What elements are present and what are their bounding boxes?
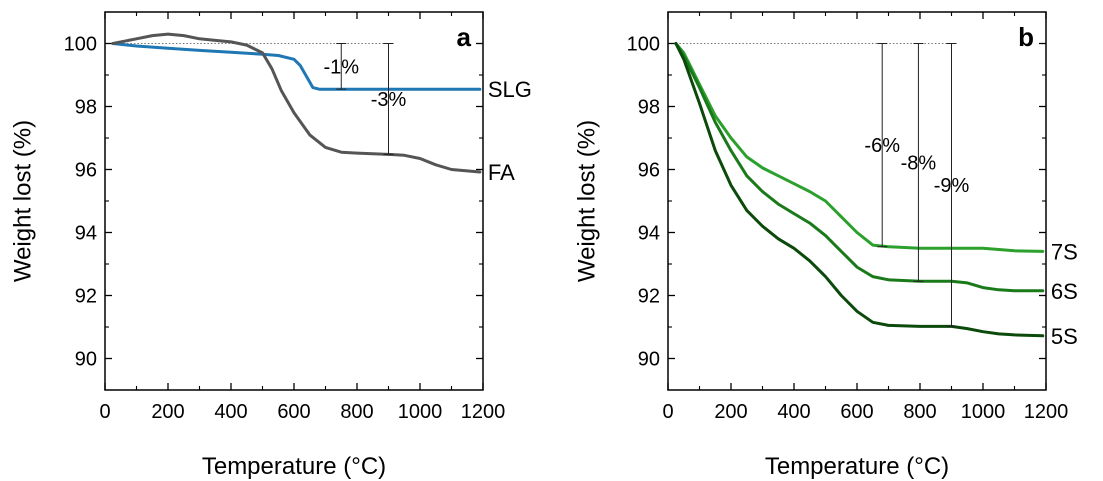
x-tick-label: 400 (214, 401, 247, 423)
y-tick-label: 90 (75, 349, 97, 371)
x-tick-label: 800 (340, 401, 373, 423)
annotation-label: -9% (934, 175, 970, 197)
x-tick-label: 0 (99, 401, 110, 423)
x-tick-label: 1000 (398, 401, 443, 423)
series-label-SLG: SLG (488, 77, 532, 102)
series-line-SLG (111, 42, 482, 91)
series-line-FA (111, 32, 482, 174)
series-label-FA: FA (488, 160, 515, 185)
series-line-6S (674, 42, 1045, 293)
y-axis-title: Weight lost (%) (9, 120, 36, 282)
series-line-7S (674, 42, 1045, 253)
y-tick-label: 92 (75, 286, 97, 308)
y-tick-label: 90 (638, 349, 660, 371)
plot-frame (104, 11, 484, 391)
x-tick-label: 600 (277, 401, 310, 423)
annotation-label: -3% (371, 89, 407, 111)
y-tick-label: 100 (64, 34, 97, 56)
x-tick-label: 1000 (961, 401, 1006, 423)
y-tick-label: 98 (75, 97, 97, 119)
y-tick-label: 96 (75, 160, 97, 182)
panel-label: a (457, 22, 472, 52)
x-tick-label: 0 (662, 401, 673, 423)
panel-label: b (1018, 22, 1034, 52)
series-label-7S: 7S (1051, 239, 1078, 264)
y-tick-label: 98 (638, 97, 660, 119)
x-tick-label: 200 (151, 401, 184, 423)
x-tick-label: 800 (903, 401, 936, 423)
y-tick-label: 94 (638, 223, 660, 245)
y-tick-label: 94 (75, 223, 97, 245)
x-axis-title: Temperature (°C) (202, 453, 386, 480)
annotation-label: -6% (864, 135, 900, 157)
chart-panel-b: 0 200 400 600 800 1000 1200 90 92 94 96 98 100 Temper… (573, 11, 1078, 480)
series-label-6S: 6S (1051, 279, 1078, 304)
y-tick-label: 100 (627, 34, 660, 56)
series-label-5S: 5S (1051, 324, 1078, 349)
x-axis-title: Temperature (°C) (765, 453, 949, 480)
y-tick-label: 92 (638, 286, 660, 308)
x-tick-label: 600 (840, 401, 873, 423)
y-tick-label: 96 (638, 160, 660, 182)
x-tick-label: 1200 (461, 401, 506, 423)
y-axis-title: Weight lost (%) (573, 120, 600, 282)
x-tick-label: 1200 (1024, 401, 1069, 423)
x-tick-label: 200 (714, 401, 747, 423)
chart-panel-a: 0 200 400 600 800 1000 1200 90 92 94 96 98 100 Temper… (9, 11, 532, 480)
series-line-5S (674, 42, 1045, 338)
annotation-label: -8% (901, 152, 937, 174)
annotation-label: -1% (323, 56, 359, 78)
x-tick-label: 400 (777, 401, 810, 423)
